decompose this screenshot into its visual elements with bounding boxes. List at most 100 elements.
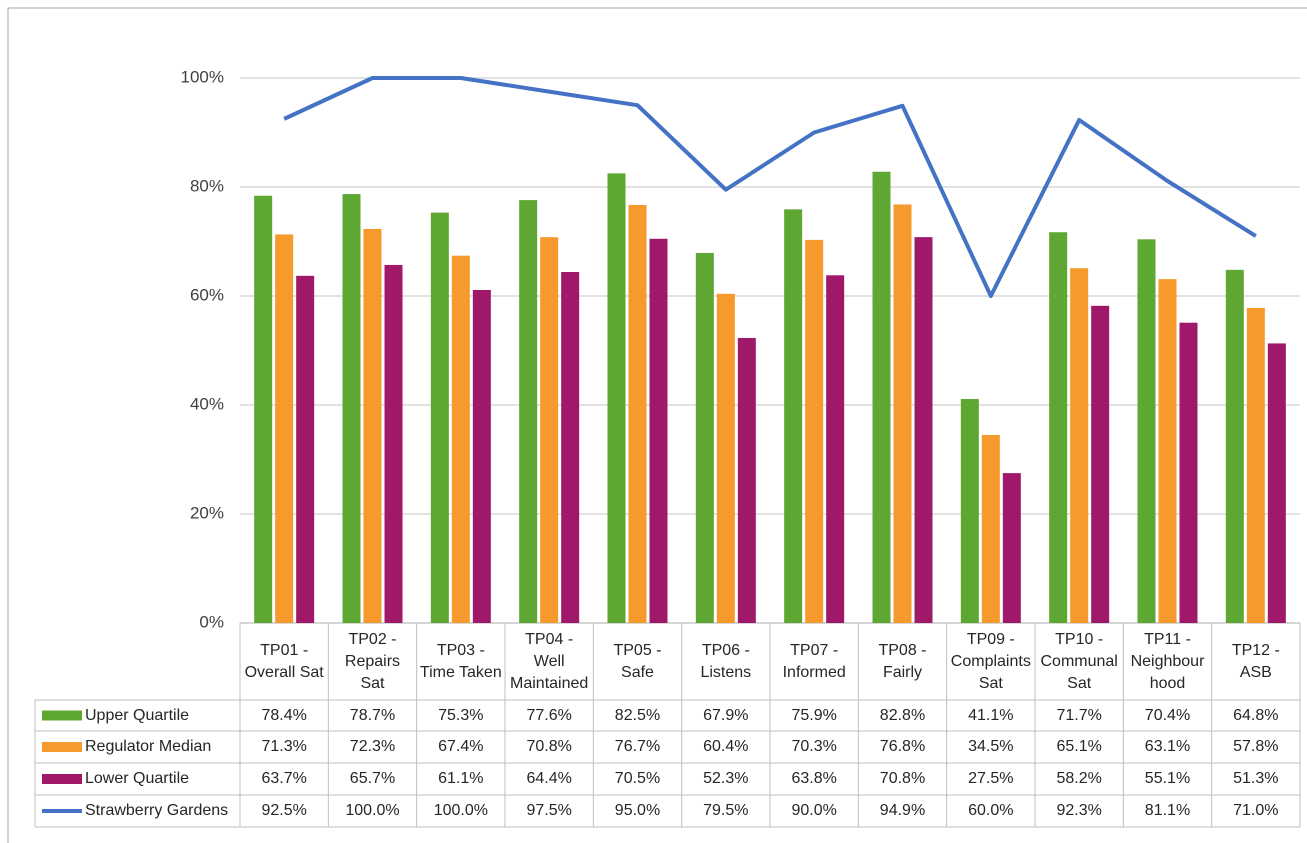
bar: [1049, 232, 1068, 624]
table-value: 97.5%: [526, 802, 572, 819]
y-tick-label: 0%: [199, 612, 224, 631]
table-value: 100.0%: [345, 802, 400, 819]
table-value: 64.4%: [526, 770, 572, 787]
table-value: 70.5%: [614, 770, 661, 787]
bar: [451, 255, 470, 624]
category-label: TP12 - ASB: [1231, 641, 1280, 681]
bar: [981, 434, 1000, 623]
table-value: 41.1%: [968, 706, 1014, 724]
table-value: 52.3%: [703, 770, 749, 787]
category-label: TP05 - Safe: [613, 641, 662, 681]
table-value: 63.7%: [261, 770, 307, 787]
table-value: 61.1%: [438, 770, 484, 787]
bar: [1070, 268, 1089, 623]
table-value: 70.8%: [879, 770, 926, 787]
table-value: 77.6%: [526, 706, 572, 724]
bar: [628, 204, 647, 624]
category-label: TP09 - Complaints Sat: [950, 630, 1031, 692]
category-label: TP10 - Communal Sat: [1040, 630, 1118, 692]
legend-swatch: [42, 774, 82, 784]
table-value: 94.9%: [879, 802, 926, 819]
bar: [384, 264, 403, 623]
table-value: 78.4%: [261, 706, 307, 724]
table-value: 70.4%: [1144, 706, 1191, 724]
bar: [737, 337, 756, 623]
bar: [649, 238, 668, 623]
category-label: TP02 - Repairs Sat: [344, 630, 401, 692]
bar: [275, 234, 294, 624]
y-tick-label: 80%: [190, 176, 224, 195]
bar: [296, 275, 315, 623]
table-value: 27.5%: [968, 770, 1014, 787]
table-value: 67.4%: [438, 738, 484, 755]
bar: [695, 252, 714, 623]
bar: [893, 204, 912, 623]
frame: [7, 7, 1307, 843]
table-value: 100.0%: [433, 802, 488, 819]
table-value: 65.7%: [349, 770, 396, 787]
table-value: 71.0%: [1233, 802, 1279, 819]
y-tick-label: 60%: [190, 285, 224, 304]
bar: [784, 209, 803, 623]
y-tick-label: 100%: [181, 67, 224, 86]
bar: [342, 194, 361, 623]
table-value: 72.3%: [349, 738, 396, 755]
y-tick-label: 20%: [190, 503, 224, 522]
table-value: 63.8%: [791, 770, 837, 787]
table-value: 82.8%: [879, 706, 926, 724]
legend-swatch: [42, 710, 82, 721]
bar: [914, 237, 933, 623]
bar: [1267, 343, 1286, 623]
table-value: 57.8%: [1233, 738, 1279, 755]
bar: [607, 173, 626, 623]
table-value: 92.3%: [1056, 802, 1102, 819]
table-value: 75.9%: [791, 706, 837, 724]
table-value: 55.1%: [1144, 770, 1191, 787]
table-value: 75.3%: [438, 706, 484, 724]
bar: [363, 228, 382, 623]
bar: [561, 272, 580, 623]
table-value: 76.7%: [614, 738, 661, 755]
bar: [540, 237, 559, 623]
legend-label: Strawberry Gardens: [85, 802, 229, 819]
table-value: 63.1%: [1144, 738, 1191, 755]
legend-swatch: [42, 742, 82, 752]
table-value: 81.1%: [1144, 802, 1191, 819]
category-label: TP11 - Neighbourhood: [1130, 630, 1205, 692]
table-value: 60.0%: [968, 802, 1014, 819]
category-label: TP03 - Time Taken: [419, 641, 502, 681]
table-value: 65.1%: [1056, 738, 1102, 755]
table-value: 76.8%: [879, 738, 926, 755]
bar: [716, 293, 735, 623]
bar: [805, 239, 824, 624]
bar: [1091, 305, 1110, 623]
bar: [960, 399, 979, 623]
table-value: 82.5%: [614, 706, 661, 724]
bar: [872, 171, 891, 624]
table-value: 70.8%: [526, 738, 572, 755]
category-label: TP06 - Listens: [700, 641, 752, 681]
table-value: 79.5%: [703, 802, 749, 819]
line: [283, 76, 1257, 298]
bar: [1137, 239, 1156, 623]
legend-label: Regulator Median: [85, 738, 212, 755]
y-tick-label: 40%: [190, 394, 224, 413]
table-value: 60.4%: [703, 738, 749, 755]
category-label: TP07 - Informed: [782, 641, 846, 681]
legend-label: Lower Quartile: [85, 770, 190, 787]
table-value: 78.7%: [349, 706, 396, 724]
category-label: TP01 - Overall Sat: [244, 641, 324, 681]
table-value: 90.0%: [791, 802, 837, 819]
table-value: 58.2%: [1056, 770, 1102, 787]
table-value: 71.7%: [1056, 706, 1102, 724]
category-label: TP08 - Fairly: [878, 641, 927, 681]
table-value: 92.5%: [261, 802, 307, 819]
category-label: TP04 - Well Maintained: [510, 630, 589, 692]
table-value: 64.8%: [1233, 706, 1279, 724]
table-value: 71.3%: [261, 738, 307, 755]
bar: [1225, 269, 1244, 623]
bar: [1002, 473, 1021, 623]
table-value: 67.9%: [703, 706, 749, 724]
